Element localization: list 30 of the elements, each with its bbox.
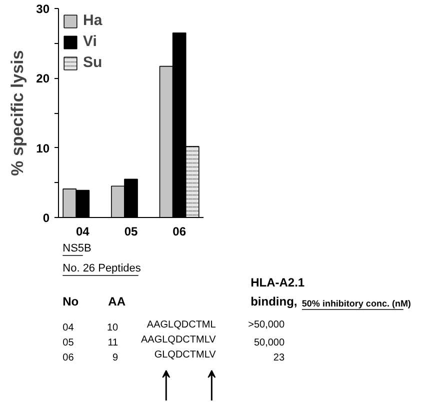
text: AAGLQDCTMLV (140, 334, 216, 346)
legend-label: Ha (83, 12, 103, 29)
y-axis-title: % specific lysis (8, 50, 28, 176)
text: 50,000 (254, 338, 285, 348)
text: 04 (62, 322, 74, 334)
text: 11 (108, 338, 119, 348)
text: No. 26 Peptides (62, 262, 142, 274)
x-tick-label: 05 (124, 224, 138, 238)
text: 50% inhibitory conc. (nM) (302, 298, 411, 308)
y-tick-label: 0 (42, 211, 50, 225)
text: NS5B (62, 242, 92, 254)
text: AAGLQDCTML (146, 320, 216, 330)
legend-label: Su (83, 54, 103, 71)
text: AA (108, 294, 126, 308)
text: 9 (112, 352, 119, 364)
text: 06 (62, 352, 74, 364)
text: >50,000 (248, 320, 285, 330)
text: 23 (273, 352, 285, 364)
text: 05 (62, 338, 74, 348)
text: No (62, 294, 79, 308)
text: GLQDCTMLV (154, 350, 216, 360)
y-tick-label: 10 (36, 141, 50, 156)
x-tick-label: 04 (76, 224, 90, 238)
y-tick-label: 30 (36, 2, 50, 16)
text: 10 (106, 322, 119, 334)
legend-label: Vi (83, 33, 98, 50)
text: binding, (250, 294, 298, 308)
x-tick-label: 06 (172, 224, 186, 238)
text: HLA-A2.1 (250, 276, 305, 290)
y-tick-label: 20 (36, 72, 50, 86)
